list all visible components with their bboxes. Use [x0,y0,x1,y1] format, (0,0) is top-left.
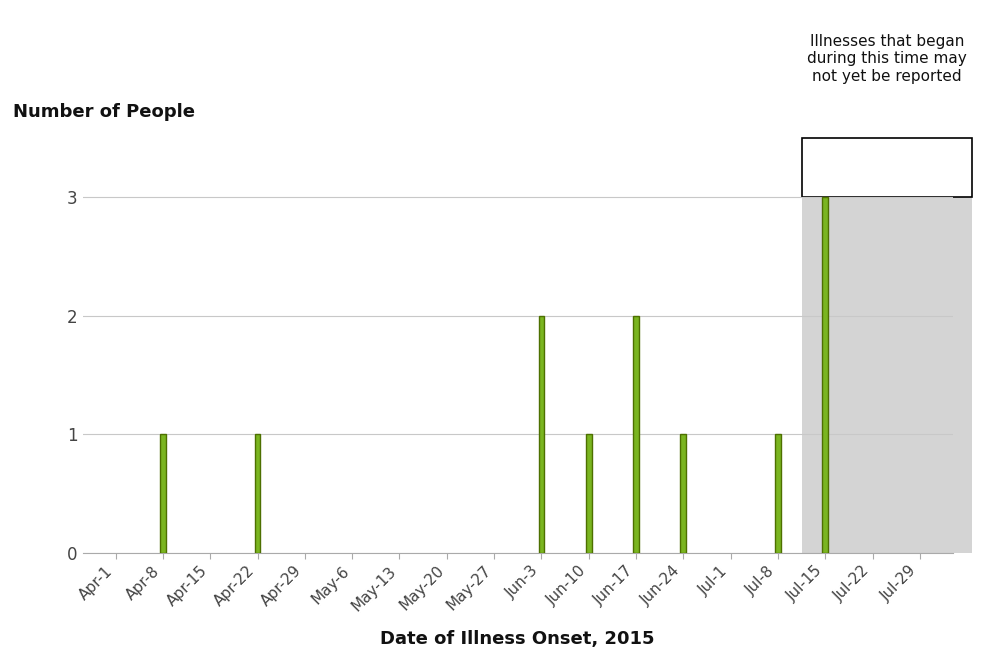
Bar [680,434,686,553]
Bar [585,434,591,553]
Bar [160,434,166,553]
Bar [801,138,971,553]
Text: Illnesses that began
during this time may
not yet be reported: Illnesses that began during this time ma… [806,34,965,84]
Bar [774,434,780,553]
Bar [538,316,544,553]
Bar [801,138,971,197]
Bar [822,197,827,553]
Bar [254,434,260,553]
Text: Number of People: Number of People [13,103,195,121]
X-axis label: Date of Illness Onset, 2015: Date of Illness Onset, 2015 [380,630,654,648]
Bar [632,316,638,553]
